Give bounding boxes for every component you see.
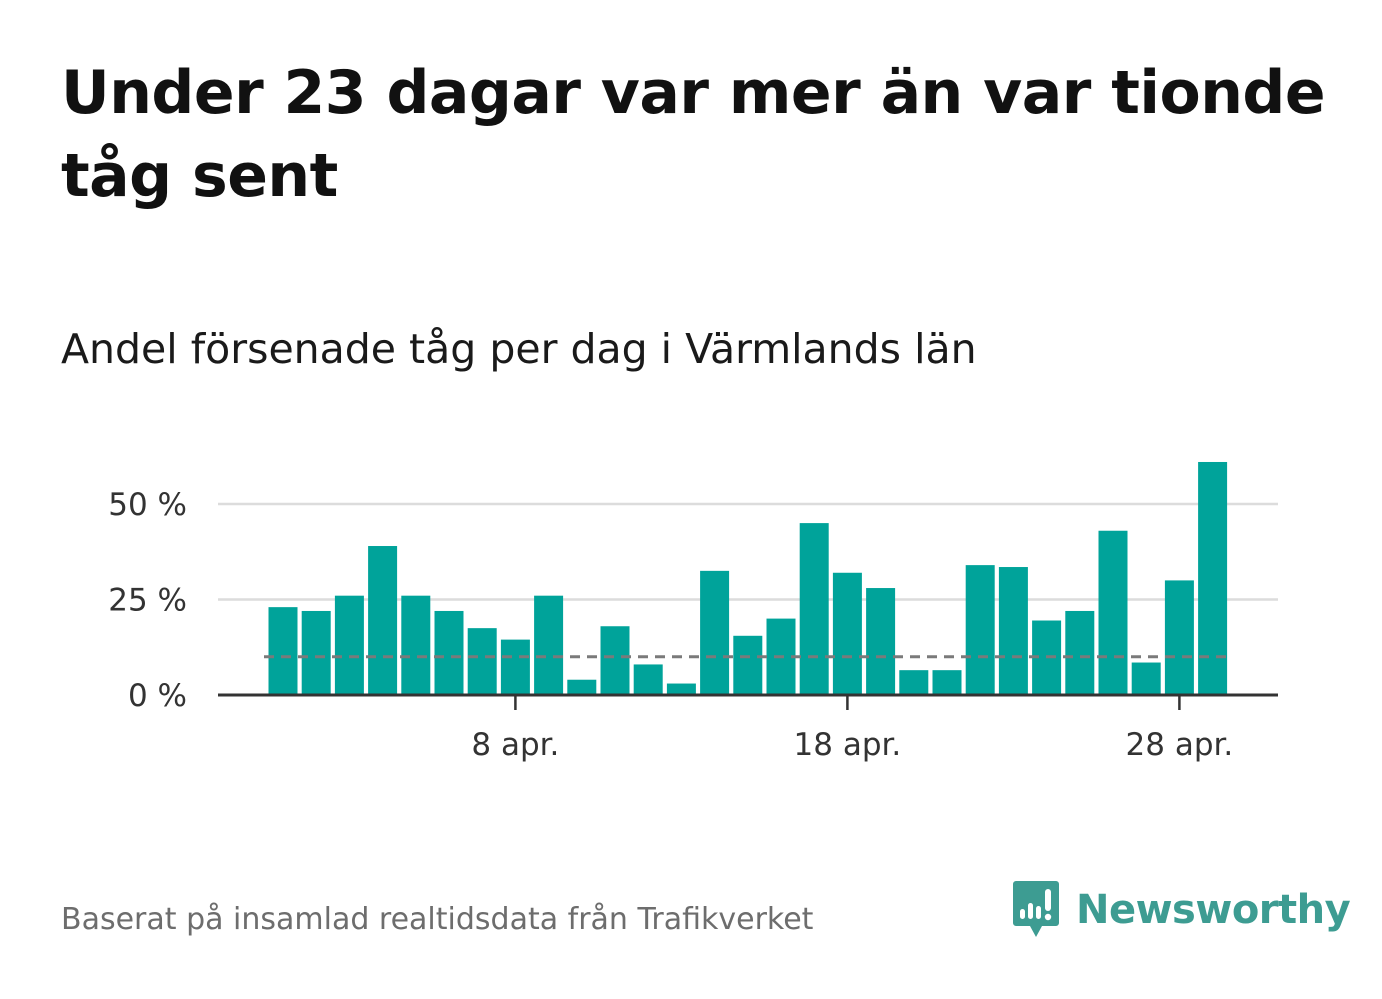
source-note: Baserat på insamlad realtidsdata från Tr… bbox=[61, 902, 814, 937]
bar bbox=[799, 523, 829, 695]
x-axis: 8 apr. 18 apr. 28 apr. bbox=[218, 693, 1278, 763]
bar bbox=[866, 588, 896, 695]
brand-logo: Newsworthy bbox=[1012, 878, 1351, 942]
bar bbox=[500, 639, 530, 695]
x-tick-label: 18 apr. bbox=[794, 727, 902, 763]
bar bbox=[268, 607, 298, 695]
brand-name: Newsworthy bbox=[1076, 887, 1351, 933]
bar bbox=[932, 670, 962, 695]
bar bbox=[368, 546, 398, 695]
bar bbox=[733, 635, 763, 695]
x-tick-label: 28 apr. bbox=[1126, 727, 1234, 763]
bar bbox=[1065, 610, 1095, 695]
bar bbox=[401, 595, 431, 695]
bar bbox=[1198, 461, 1228, 695]
bars bbox=[268, 461, 1228, 695]
bar bbox=[633, 664, 663, 695]
bar bbox=[434, 610, 464, 695]
bar bbox=[700, 570, 730, 695]
y-tick-label: 25 % bbox=[108, 583, 187, 619]
bar bbox=[334, 595, 364, 695]
bar bbox=[467, 628, 497, 695]
bar bbox=[832, 572, 862, 695]
chart-title: Under 23 dagar var mer än var tionde tåg… bbox=[61, 58, 1326, 211]
bar bbox=[600, 626, 630, 695]
y-axis-ticks: 0 % 25 % 50 % bbox=[108, 487, 187, 714]
bar bbox=[998, 567, 1028, 695]
bar bbox=[1164, 580, 1194, 695]
bar bbox=[534, 595, 564, 695]
bar bbox=[965, 565, 995, 695]
chart-subtitle: Andel försenade tåg per dag i Värmlands … bbox=[61, 325, 977, 373]
bar bbox=[1098, 530, 1128, 695]
bar bbox=[567, 679, 597, 695]
bar bbox=[1131, 662, 1161, 695]
bar bbox=[666, 683, 696, 695]
y-tick-label: 50 % bbox=[108, 487, 187, 523]
bar-chart-speech-bubble-icon bbox=[1013, 881, 1059, 937]
bar bbox=[899, 670, 929, 695]
bar bbox=[301, 610, 331, 695]
y-tick-label: 0 % bbox=[128, 678, 187, 714]
x-tick-label: 8 apr. bbox=[471, 727, 559, 763]
